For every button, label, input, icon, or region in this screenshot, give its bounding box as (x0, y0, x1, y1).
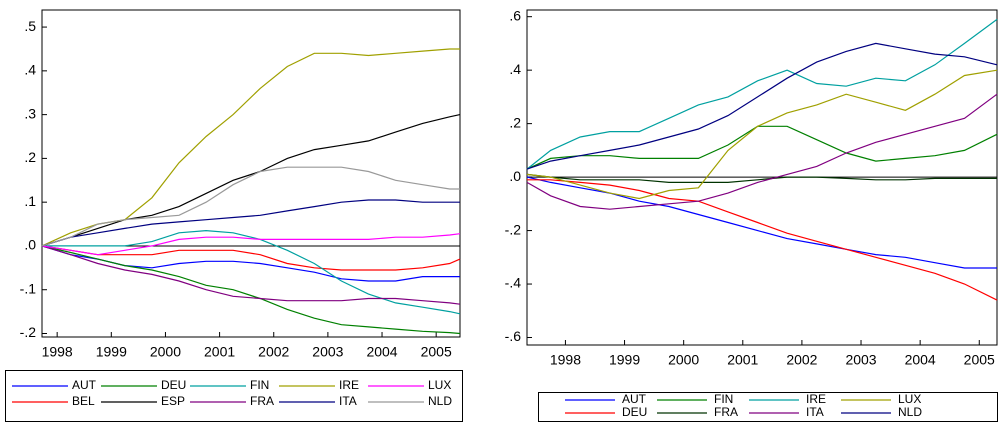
x-tick-label: 2003 (312, 344, 343, 360)
x-tick-label: 2000 (150, 344, 181, 360)
legend-label: NLD (898, 405, 922, 419)
legend-label: IRE (806, 392, 826, 406)
series-line (526, 93, 998, 210)
legend-box (538, 392, 998, 422)
x-tick-label: 1999 (96, 344, 127, 360)
legend-label: DEU (622, 405, 647, 419)
series-line (41, 245, 461, 335)
legend-label: LUX (428, 378, 451, 392)
y-tick-label: -.6 (505, 328, 522, 344)
x-tick-label: 2004 (366, 344, 397, 360)
legend-label: ITA (806, 405, 824, 419)
series-line (41, 245, 460, 282)
series-line (41, 245, 461, 271)
plot-frame (41, 9, 461, 338)
x-tick-label: 1998 (42, 344, 73, 360)
y-tick-label: .4 (509, 61, 521, 77)
series-line (526, 42, 998, 170)
x-tick-label: 1999 (609, 352, 640, 368)
y-tick-label: -.2 (20, 324, 37, 340)
series-line (41, 245, 461, 305)
y-tick-label: .0 (509, 168, 521, 184)
y-tick-label: .4 (24, 62, 36, 78)
legend-label: DEU (161, 378, 186, 392)
x-tick-label: 2005 (421, 344, 452, 360)
legend-label: FIN (714, 392, 733, 406)
x-tick-label: 2002 (258, 344, 289, 360)
series-line (41, 233, 461, 256)
y-tick-label: .1 (24, 193, 36, 209)
legend-label: AUT (622, 392, 647, 406)
y-tick-label: .2 (24, 149, 36, 165)
legend-label: BEL (72, 394, 95, 408)
legend-label: NLD (428, 394, 452, 408)
legend-label: LUX (898, 392, 921, 406)
x-tick-label: 2001 (204, 344, 235, 360)
series-line (41, 166, 460, 247)
legend-label: FIN (250, 378, 269, 392)
y-tick-label: -.4 (505, 275, 522, 291)
x-tick-label: 2003 (845, 352, 876, 368)
y-tick-label: .0 (24, 237, 36, 253)
x-tick-label: 2000 (668, 352, 699, 368)
y-tick-label: .3 (24, 105, 36, 121)
x-tick-label: 1998 (550, 352, 581, 368)
x-tick-label: 2002 (786, 352, 817, 368)
legend-label: FRA (714, 405, 738, 419)
series-line (527, 179, 998, 301)
series-line (41, 199, 460, 247)
series-line (42, 229, 461, 315)
legend-label: AUT (72, 378, 97, 392)
y-tick-label: -.2 (505, 221, 522, 237)
series-line (526, 69, 998, 200)
y-tick-label: -.1 (20, 280, 37, 296)
series-line (526, 125, 998, 170)
x-tick-label: 2004 (905, 352, 936, 368)
y-tick-label: .5 (24, 18, 36, 34)
series-line (526, 176, 997, 269)
x-tick-label: 2005 (964, 352, 995, 368)
series-line (526, 173, 997, 183)
legend-label: IRE (339, 378, 359, 392)
legend-label: ITA (339, 394, 357, 408)
legend-label: FRA (250, 394, 274, 408)
series-line (526, 18, 998, 170)
y-tick-label: .6 (509, 7, 521, 23)
x-tick-label: 2001 (727, 352, 758, 368)
legend-label: ESP (161, 394, 185, 408)
y-tick-label: .2 (509, 114, 521, 130)
